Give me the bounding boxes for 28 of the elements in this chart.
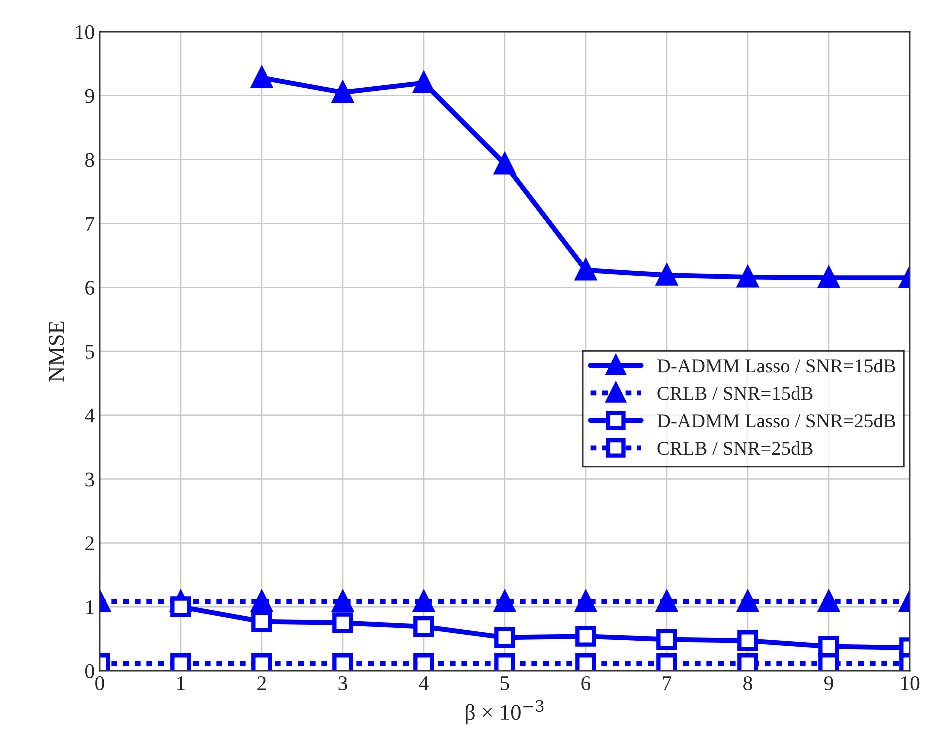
x-tick-label: 9 — [824, 676, 834, 691]
y-tick-label: 0 — [86, 664, 94, 678]
y-tick-label: 1 — [86, 600, 94, 614]
y-axis-title: NMSE — [49, 322, 64, 382]
x-tick-label: 3 — [338, 676, 348, 691]
x-axis-title: β × 10$^{−3}$ — [466, 700, 544, 725]
y-tick-label: 2 — [86, 536, 94, 550]
y-tick-label: 10 — [76, 25, 94, 40]
x-tick-label: 6 — [582, 676, 591, 691]
x-tick-label: 10 — [901, 676, 920, 691]
legend-label: CRLB / SNR=25dB — [658, 441, 813, 456]
x-tick-label: 7 — [663, 676, 672, 690]
y-tick-label: 7 — [86, 217, 95, 231]
legend-label: CRLB / SNR=15dB — [658, 386, 813, 400]
y-tick-label: 5 — [86, 345, 94, 359]
legend-label: D-ADMM Lasso / SNR=25dB — [657, 414, 896, 428]
y-tick-label: 3 — [86, 472, 94, 487]
y-tick-label: 4 — [85, 408, 95, 423]
x-tick-label: 4 — [419, 676, 429, 690]
x-tick-label: 8 — [744, 676, 752, 691]
x-tick-label: 5 — [501, 676, 510, 691]
y-tick-label: 6 — [86, 281, 95, 296]
y-tick-label: 9 — [85, 89, 94, 104]
legend-label: D-ADMM Lasso / SNR=15dB — [657, 359, 896, 373]
y-tick-label: 8 — [86, 153, 94, 168]
x-tick-label: 2 — [258, 676, 266, 690]
x-tick-label: 0 — [96, 676, 104, 691]
x-tick-label: 1 — [178, 676, 185, 690]
